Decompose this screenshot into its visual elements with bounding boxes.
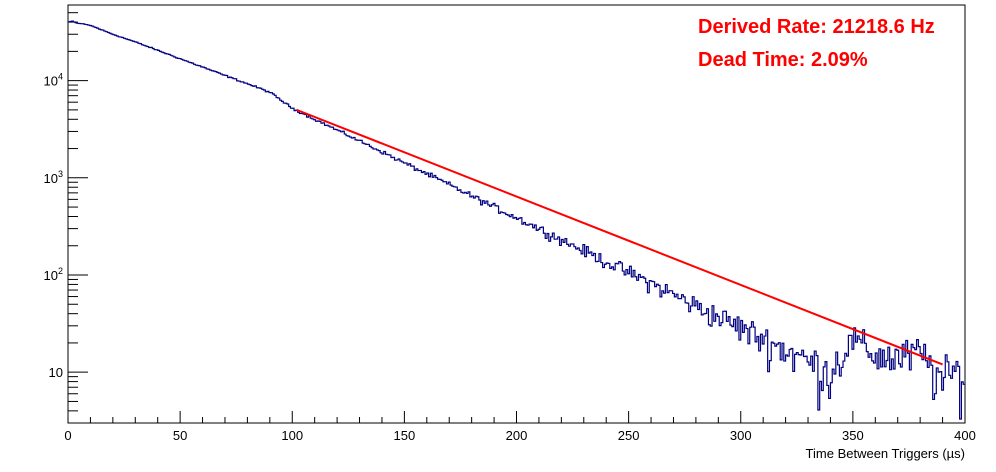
x-axis-ticks: 0 50 100 150 200 250 300 350 400: [64, 411, 976, 443]
x-tick-label: 150: [394, 428, 416, 443]
fit-line: [296, 108, 943, 366]
y-tick-label: 104: [44, 72, 63, 89]
x-tick-label: 0: [64, 428, 71, 443]
y-tick-label: 102: [44, 266, 63, 283]
x-tick-label: 100: [281, 428, 303, 443]
derived-rate-annotation: Derived Rate: 21218.6 Hz: [698, 16, 935, 38]
y-tick-label: 103: [44, 169, 63, 186]
x-tick-label: 350: [842, 428, 864, 443]
x-axis-title: Time Between Triggers (µs): [806, 446, 965, 461]
x-tick-label: 50: [173, 428, 187, 443]
x-tick-label: 200: [506, 428, 528, 443]
x-tick-label: 250: [618, 428, 640, 443]
dead-time-annotation: Dead Time: 2.09%: [698, 49, 868, 71]
x-tick-label: 300: [730, 428, 752, 443]
x-tick-label: 400: [954, 428, 976, 443]
y-tick-label: 10: [49, 365, 63, 380]
y-axis-ticks: 10 102 103 104: [44, 4, 88, 424]
histogram-series: [68, 20, 965, 420]
